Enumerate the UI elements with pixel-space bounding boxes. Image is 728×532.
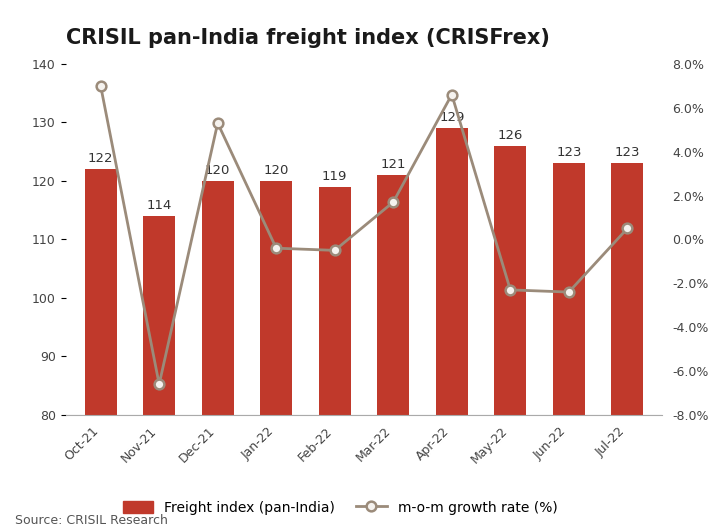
Bar — [377, 175, 409, 415]
Bar — [494, 146, 526, 415]
Bar — [612, 163, 644, 415]
Bar — [143, 216, 175, 415]
Text: Source: CRISIL Research: Source: CRISIL Research — [15, 514, 167, 527]
Text: 114: 114 — [146, 199, 172, 212]
Bar — [84, 169, 116, 415]
Text: CRISIL pan-India freight index (CRISFrex): CRISIL pan-India freight index (CRISFrex… — [66, 28, 550, 48]
Legend: Freight index (pan-India), m-o-m growth rate (%): Freight index (pan-India), m-o-m growth … — [117, 495, 563, 520]
Text: 123: 123 — [614, 146, 640, 159]
Text: 119: 119 — [322, 170, 347, 182]
Bar — [260, 181, 293, 415]
Bar — [553, 163, 585, 415]
Text: 121: 121 — [381, 158, 406, 171]
Text: 122: 122 — [88, 152, 114, 165]
Text: 126: 126 — [498, 129, 523, 142]
Text: 129: 129 — [439, 111, 464, 124]
Bar — [435, 128, 468, 415]
Bar — [319, 187, 351, 415]
Text: 120: 120 — [205, 164, 230, 177]
Text: 123: 123 — [556, 146, 582, 159]
Text: 120: 120 — [264, 164, 289, 177]
Bar — [202, 181, 234, 415]
